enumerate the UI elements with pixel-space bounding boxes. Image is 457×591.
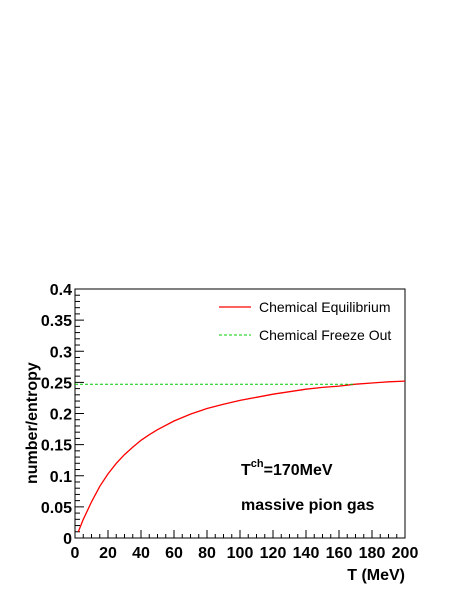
x-tick-label: 0: [71, 545, 80, 562]
y-tick-label: 0.25: [41, 375, 72, 392]
y-tick-label: 0.4: [50, 282, 72, 299]
series-line-chemical-equilibrium: [77, 380, 406, 533]
x-tick-label: 120: [260, 545, 287, 562]
x-tick-label: 40: [132, 545, 150, 562]
x-tick-label: 180: [359, 545, 386, 562]
x-axis-label: T (MeV): [347, 567, 405, 584]
y-axis-label: number/entropy: [24, 362, 41, 484]
x-tick-label: 20: [99, 545, 117, 562]
y-tick-label: 0.35: [41, 313, 72, 330]
x-tick-label: 160: [326, 545, 353, 562]
x-tick-label: 140: [293, 545, 320, 562]
y-tick-label: 0.2: [50, 407, 72, 424]
y-tick-label: 0: [63, 531, 72, 548]
y-tick-label: 0.15: [41, 438, 72, 455]
x-tick-label: 100: [227, 545, 254, 562]
annotation-freeze-temperature: Tch=170MeV: [241, 458, 333, 479]
x-tick-label: 80: [198, 545, 216, 562]
x-tick-label: 60: [165, 545, 183, 562]
x-tick-label: 200: [392, 545, 419, 562]
legend-entry: Chemical Freeze Out: [259, 327, 391, 343]
annotation-pion-gas: massive pion gas: [241, 497, 374, 514]
y-tick-label: 0.3: [50, 344, 72, 361]
legend-entry: Chemical Equilibrium: [259, 299, 391, 315]
y-tick-label: 0.1: [50, 469, 72, 486]
y-tick-label: 0.05: [41, 500, 72, 517]
